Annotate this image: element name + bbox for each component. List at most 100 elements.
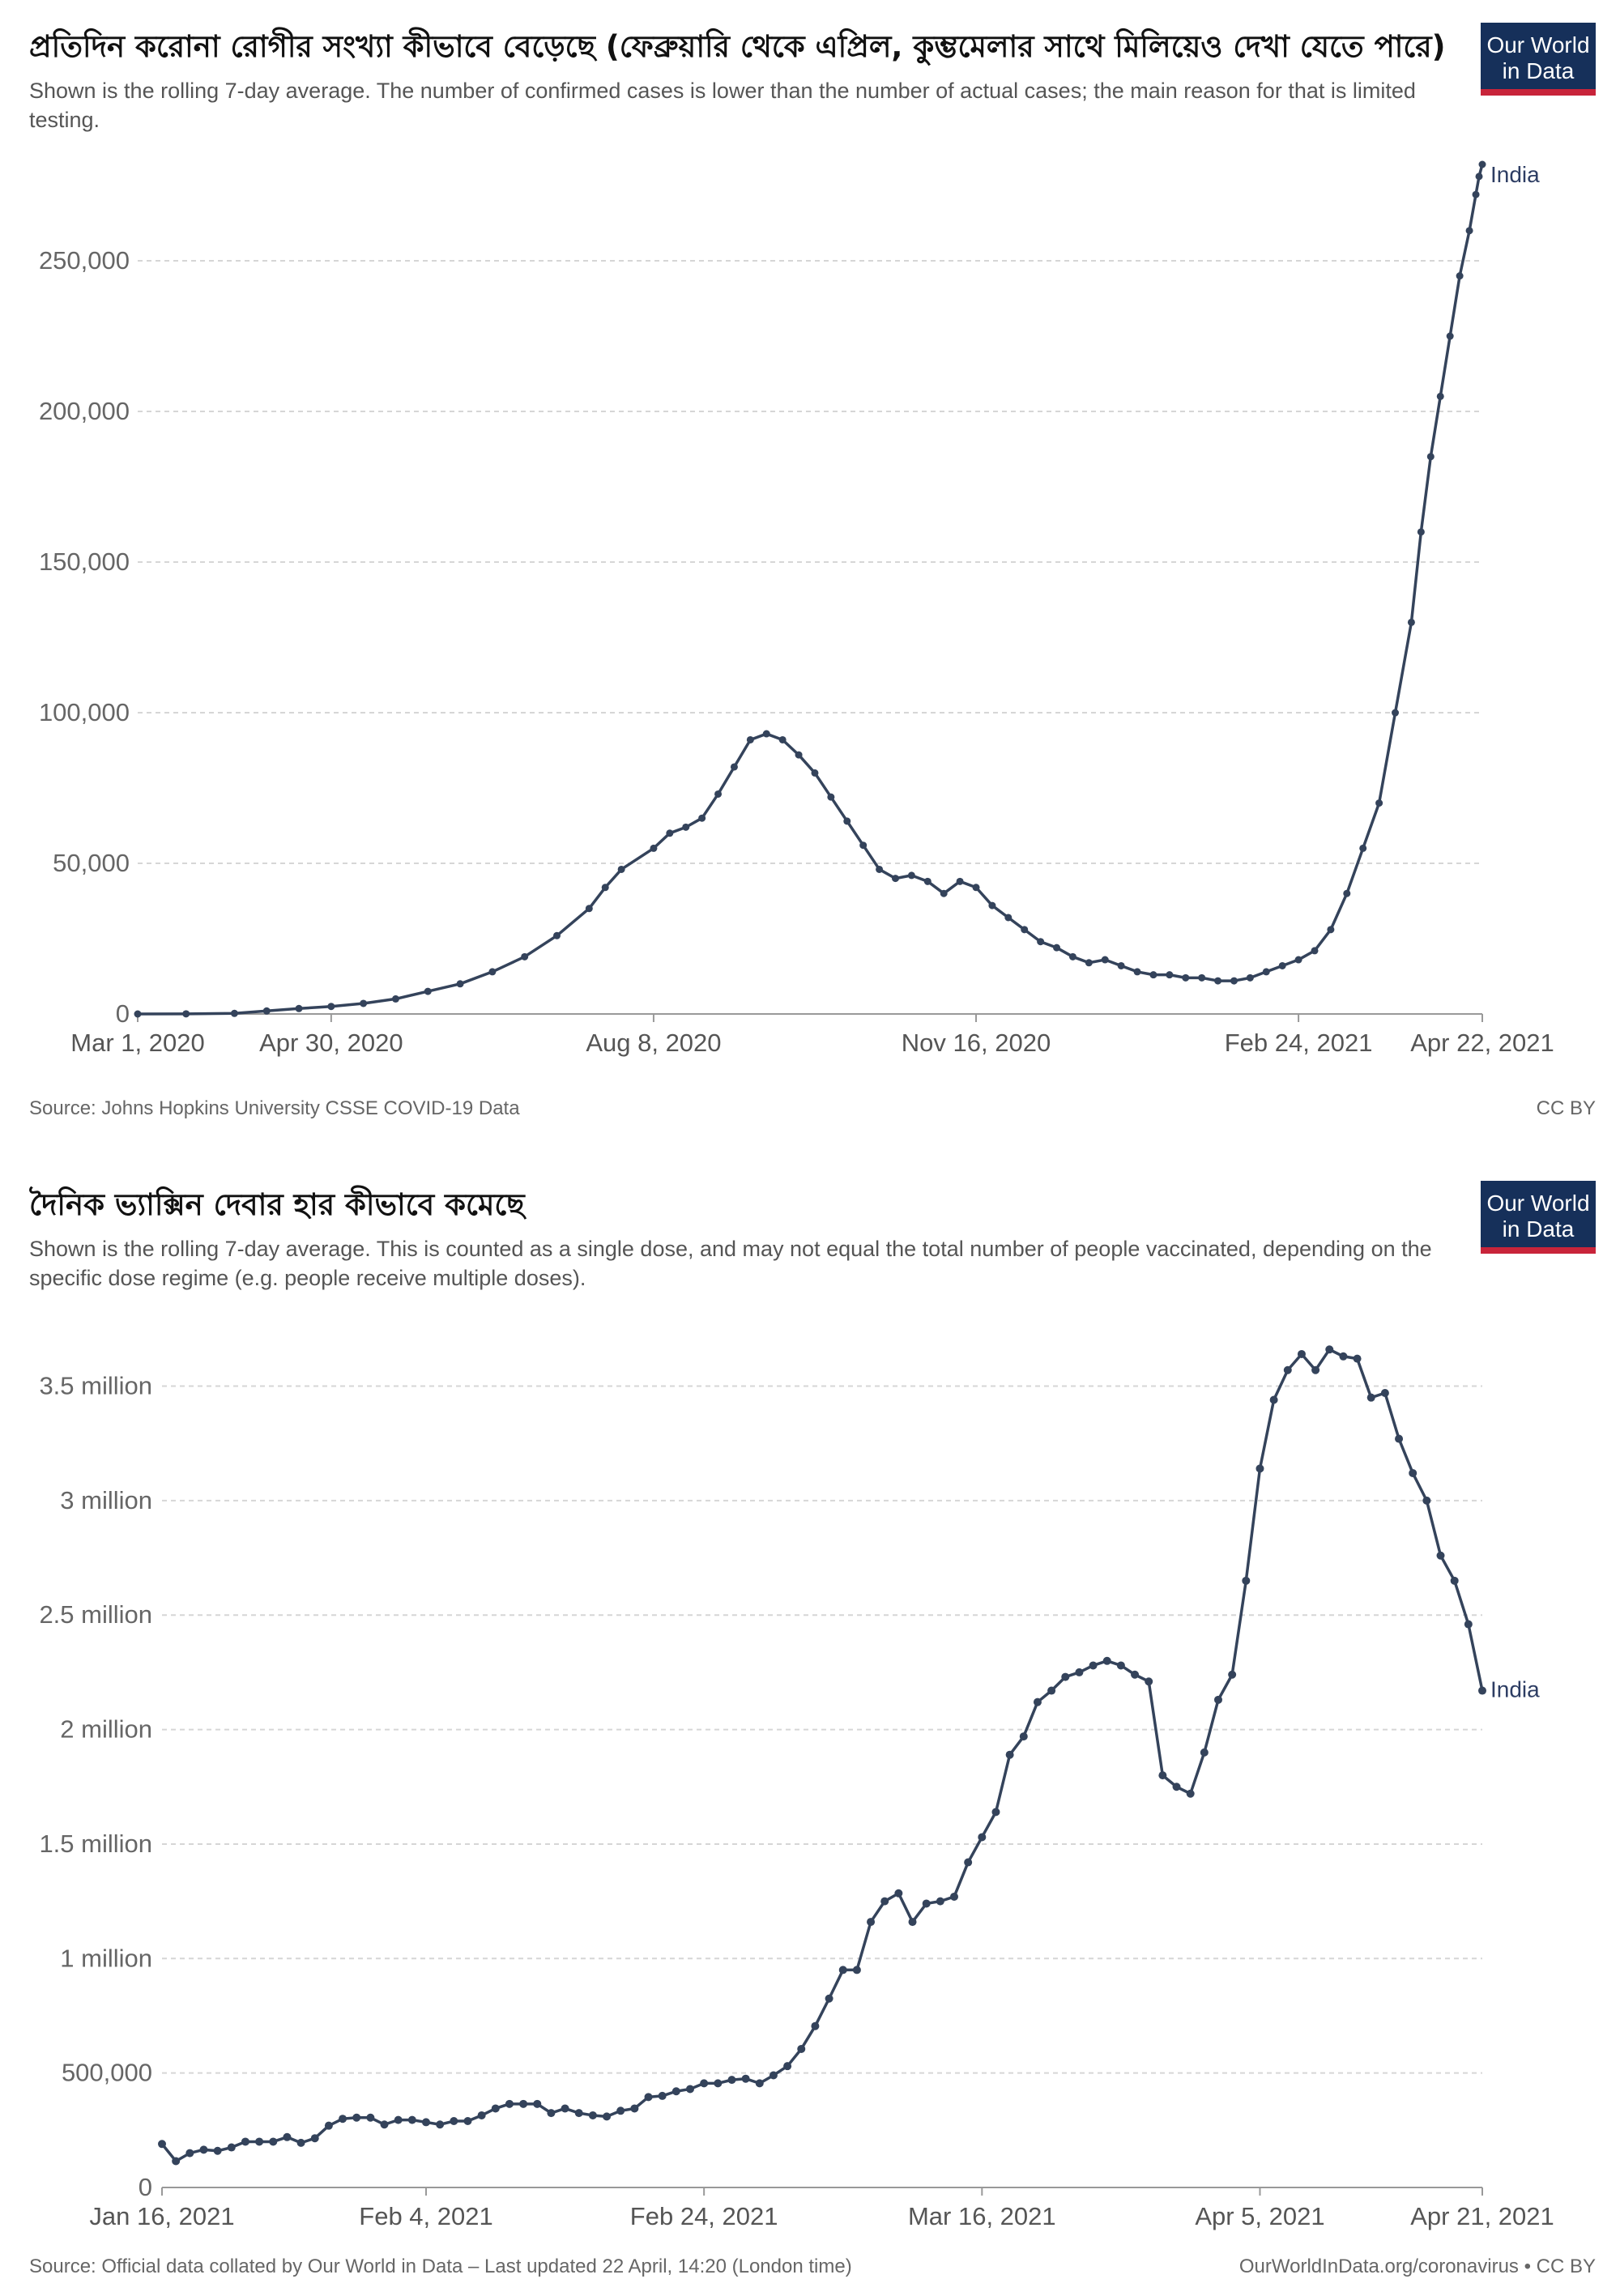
data-point — [296, 2138, 305, 2147]
cases-line-chart: 0 50,000 100,000 150,000 200,000 250,000 Mar 1… — [39, 160, 1554, 1057]
y-tick-label: 100,000 — [39, 698, 130, 726]
chart-source[interactable]: Source: Official data collated by Our Wo… — [29, 2256, 852, 2277]
x-tick-label: Apr 5, 2021 — [1195, 2202, 1324, 2230]
data-point — [1478, 1686, 1486, 1695]
data-point — [199, 2145, 208, 2154]
data-point — [1422, 1496, 1431, 1505]
y-tick-label: 500,000 — [62, 2059, 152, 2087]
data-point — [1116, 1661, 1125, 1670]
data-point — [456, 980, 464, 988]
chart-license[interactable]: CC BY — [1536, 1097, 1596, 1119]
chart-license[interactable]: OurWorldInData.org/coronavirus • CC BY — [1238, 2256, 1596, 2277]
data-point — [1242, 1576, 1251, 1585]
data-point — [1256, 1464, 1264, 1473]
data-point — [1472, 190, 1480, 198]
y-tick-label: 0 — [116, 999, 130, 1028]
data-point — [666, 829, 674, 837]
data-point — [1230, 977, 1238, 985]
y-tick-label: 2.5 million — [39, 1600, 152, 1629]
data-point — [601, 884, 609, 892]
data-point — [1297, 1349, 1306, 1358]
data-point — [391, 995, 399, 1003]
data-point — [1409, 1468, 1418, 1477]
chart-subtitle: Shown is the rolling 7-day average. This… — [29, 1237, 1432, 1290]
data-point — [730, 763, 738, 771]
data-point — [1075, 1668, 1084, 1676]
series-line-india — [160, 1348, 1484, 2163]
data-point — [463, 2117, 472, 2126]
data-point — [477, 2111, 486, 2119]
data-point — [811, 769, 819, 777]
data-point — [936, 1897, 944, 1906]
data-point — [1395, 1434, 1404, 1443]
chart-title: প্রতিদিন করোনা রোগীর সংখ্যা কীভাবে বেড়ে… — [29, 29, 1446, 64]
data-point — [827, 793, 835, 801]
data-point — [366, 2113, 375, 2122]
x-tick-label: Feb 4, 2021 — [359, 2202, 492, 2230]
data-point — [360, 999, 368, 1007]
data-point — [956, 877, 964, 885]
data-point — [698, 814, 706, 822]
data-point — [1200, 1748, 1209, 1757]
data-point — [1182, 973, 1190, 982]
data-point — [972, 884, 980, 892]
data-point — [762, 730, 770, 738]
data-point — [923, 877, 932, 885]
data-point — [561, 2104, 569, 2113]
data-point — [394, 2115, 403, 2124]
series-label-india: India — [1490, 162, 1540, 187]
data-point — [547, 2109, 556, 2118]
data-point — [978, 1833, 987, 1842]
data-point — [505, 2099, 514, 2108]
data-point — [727, 2076, 736, 2085]
owid-logo[interactable]: Our World in Data — [1481, 1181, 1596, 1254]
owid-logo[interactable]: Our World in Data — [1481, 23, 1596, 96]
x-tick-label: Jan 16, 2021 — [89, 2202, 234, 2230]
data-point — [1436, 392, 1444, 400]
data-point — [1353, 1354, 1362, 1363]
data-point — [907, 871, 915, 880]
data-point — [380, 2120, 389, 2129]
data-point — [1133, 968, 1141, 976]
vaccinations-line-chart: 0 500,000 1 million 1.5 million 2 million 2.5… — [39, 1345, 1554, 2230]
data-point — [714, 2079, 723, 2088]
chart-subtitle: Shown is the rolling 7-day average. The … — [29, 79, 1416, 132]
data-point — [262, 1007, 271, 1015]
data-point — [436, 2120, 445, 2129]
data-point — [714, 790, 723, 798]
data-point — [1117, 961, 1125, 969]
data-point — [843, 817, 851, 825]
chart-source[interactable]: Source: Johns Hopkins University CSSE CO… — [29, 1097, 520, 1119]
data-point — [1325, 1345, 1334, 1354]
data-point — [797, 2044, 806, 2053]
data-point — [686, 2085, 694, 2094]
data-point — [310, 2134, 319, 2143]
data-point — [1068, 952, 1076, 961]
logo-line1: Our World — [1486, 1191, 1590, 1216]
data-point — [1392, 709, 1400, 717]
data-point — [1198, 973, 1206, 982]
data-point — [1311, 1365, 1320, 1374]
data-point — [852, 1966, 861, 1974]
data-point — [1375, 799, 1383, 807]
data-point — [424, 987, 432, 995]
data-point — [1005, 1750, 1014, 1759]
data-point — [1327, 926, 1335, 934]
data-point — [1311, 947, 1319, 955]
data-point — [922, 1899, 931, 1908]
data-point — [339, 2115, 347, 2123]
data-point — [1450, 1576, 1459, 1585]
data-point — [1089, 1661, 1098, 1670]
data-point — [940, 889, 948, 897]
data-point — [795, 751, 803, 759]
data-point — [825, 1994, 833, 2003]
data-point — [741, 2074, 750, 2083]
x-tick-label: Aug 8, 2020 — [586, 1029, 721, 1057]
data-point — [603, 2112, 612, 2121]
data-point — [1464, 1620, 1473, 1629]
cases-chart-panel: প্রতিদিন করোনা রোগীর সংখ্যা কীভাবে বেড়ে… — [29, 23, 1596, 1119]
data-point — [488, 968, 497, 976]
data-point — [908, 1918, 917, 1927]
data-point — [867, 1918, 876, 1927]
data-point — [1101, 956, 1109, 964]
